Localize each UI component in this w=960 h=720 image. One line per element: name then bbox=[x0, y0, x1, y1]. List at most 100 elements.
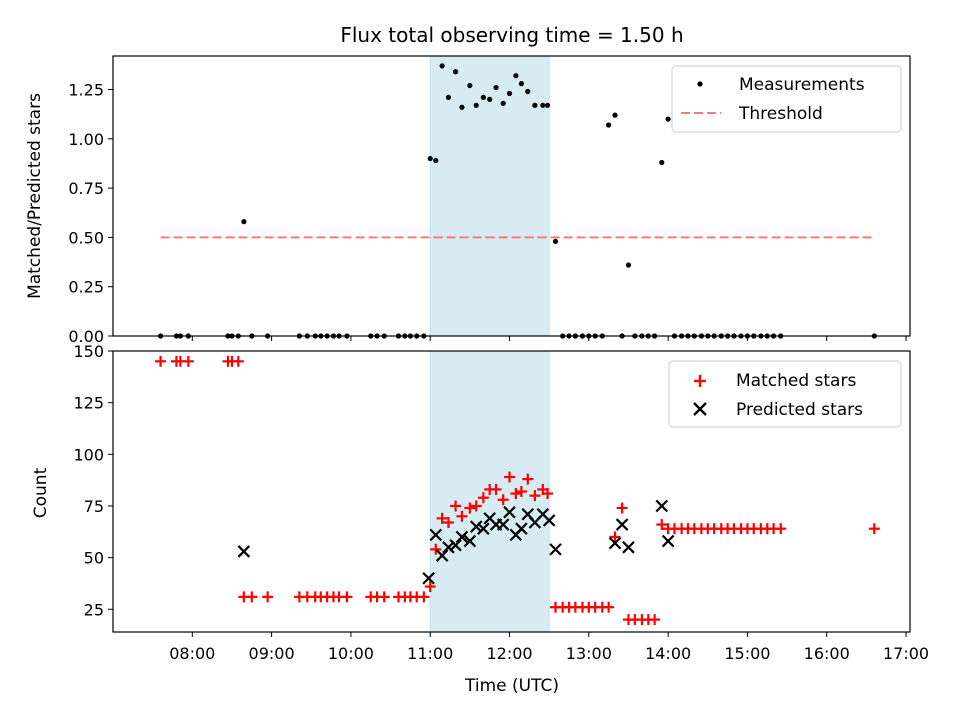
top-legend: Measurements Threshold bbox=[671, 65, 902, 133]
predicted-star-point bbox=[496, 518, 510, 531]
matched-star-point bbox=[542, 488, 554, 500]
bottom-x-ticks: 08:00 09:00 10:00 11:00 12:00 13:00 14:00 15:00… bbox=[169, 632, 929, 663]
matched-star-point bbox=[603, 601, 615, 613]
matched-stars-points bbox=[155, 355, 880, 626]
predicted-star-point bbox=[608, 536, 622, 550]
measurement-point bbox=[427, 155, 433, 162]
matched-star-point bbox=[424, 581, 436, 593]
bottom-y-tick-label: 50 bbox=[84, 549, 104, 568]
matched-star-point bbox=[497, 494, 509, 506]
x-tick-label: 11:00 bbox=[407, 644, 453, 663]
measurement-point bbox=[480, 94, 486, 101]
measurement-point bbox=[612, 112, 618, 118]
matched-star-point bbox=[436, 512, 448, 524]
measurement-point bbox=[659, 159, 665, 166]
matched-star-point bbox=[442, 516, 454, 528]
top-shaded-span bbox=[429, 55, 550, 337]
bottom-y-tick-label: 100 bbox=[73, 445, 104, 464]
matched-star-point bbox=[246, 591, 258, 603]
top-x-ticks bbox=[191, 336, 907, 341]
matched-star-point bbox=[430, 543, 442, 555]
measurement-point bbox=[439, 63, 445, 69]
top-y-ticks: 0.00 0.25 0.50 0.75 1.00 1.25 bbox=[68, 81, 113, 346]
measurement-point bbox=[606, 122, 612, 128]
x-tick-label: 15:00 bbox=[724, 644, 770, 663]
measurement-point bbox=[493, 84, 499, 91]
measurement-point bbox=[452, 69, 459, 75]
predicted-star-point bbox=[503, 505, 516, 519]
matched-star-point bbox=[656, 519, 668, 531]
measurement-point bbox=[506, 90, 513, 97]
measurement-point bbox=[518, 81, 525, 87]
bottom-y-ticks: 25 50 75 100 125 150 bbox=[73, 342, 113, 619]
x-tick-label: 10:00 bbox=[328, 644, 374, 663]
bottom-legend: Matched stars Predicted stars bbox=[668, 360, 902, 428]
matched-star-point bbox=[155, 355, 167, 367]
x-tick-label: 16:00 bbox=[804, 644, 850, 663]
matched-star-point bbox=[477, 492, 489, 504]
x-axis-label: Time (UTC) bbox=[464, 676, 559, 696]
measurement-point bbox=[459, 104, 465, 110]
measurement-point bbox=[241, 219, 247, 225]
matched-star-point bbox=[418, 591, 430, 603]
measurement-point bbox=[665, 116, 671, 122]
matched-star-point bbox=[529, 490, 541, 502]
bottom-y-tick-label: 75 bbox=[84, 497, 104, 516]
legend-threshold-label: Threshold bbox=[738, 104, 823, 124]
measurement-point bbox=[525, 88, 531, 95]
matched-star-point bbox=[775, 523, 787, 535]
measurement-point bbox=[625, 262, 632, 268]
predicted-star-point bbox=[615, 518, 629, 531]
measurement-point bbox=[473, 102, 479, 108]
bottom-panel: 25 50 75 100 125 150 08:00 09:00 10:00 11:00 12:0… bbox=[31, 342, 929, 696]
matched-star-point bbox=[341, 591, 353, 603]
matched-star-point bbox=[868, 523, 880, 535]
legend-predicted-marker bbox=[693, 402, 707, 416]
top-y-tick-label: 1.25 bbox=[68, 81, 104, 100]
top-y-tick-label: 0.75 bbox=[68, 179, 104, 198]
top-y-tick-label: 0.00 bbox=[68, 327, 104, 346]
x-tick-label: 08:00 bbox=[169, 644, 215, 663]
top-y-tick-label: 0.50 bbox=[68, 228, 104, 247]
bottom-y-axis-label: Count bbox=[31, 467, 51, 518]
matched-star-point bbox=[504, 471, 516, 483]
predicted-star-point bbox=[477, 522, 490, 535]
measurement-point bbox=[540, 102, 546, 108]
matched-star-point bbox=[450, 500, 462, 512]
predicted-star-point bbox=[661, 534, 675, 548]
predicted-star-point bbox=[549, 543, 562, 556]
matched-star-point bbox=[464, 502, 476, 514]
matched-star-point bbox=[616, 502, 628, 514]
x-tick-label: 09:00 bbox=[249, 644, 295, 663]
predicted-stars-points bbox=[237, 499, 675, 585]
bottom-legend-box bbox=[668, 360, 902, 428]
predicted-star-point bbox=[435, 549, 449, 562]
top-y-tick-label: 0.25 bbox=[68, 278, 104, 297]
legend-measurements-marker bbox=[697, 81, 703, 87]
legend-matched-marker bbox=[694, 375, 706, 387]
predicted-star-point bbox=[429, 528, 443, 542]
measurement-point bbox=[544, 102, 551, 108]
matched-star-point bbox=[470, 500, 482, 512]
bottom-y-tick-label: 125 bbox=[73, 394, 104, 413]
measurement-point bbox=[467, 82, 473, 89]
predicted-star-point bbox=[655, 499, 669, 513]
measurement-point bbox=[433, 157, 439, 164]
measurement-point bbox=[532, 102, 538, 108]
measurement-point bbox=[500, 100, 506, 106]
matched-star-point bbox=[609, 531, 621, 543]
x-tick-label: 14:00 bbox=[645, 644, 691, 663]
matched-star-point bbox=[510, 488, 522, 500]
matched-star-point bbox=[378, 591, 390, 603]
top-y-tick-label: 1.00 bbox=[68, 130, 104, 149]
matched-star-point bbox=[232, 355, 244, 367]
predicted-star-point bbox=[542, 514, 556, 527]
bottom-axes-frame bbox=[112, 350, 911, 633]
measurement-point bbox=[513, 73, 519, 79]
matched-star-point bbox=[262, 591, 274, 603]
x-tick-label: 13:00 bbox=[566, 644, 612, 663]
predicted-star-point bbox=[515, 522, 528, 535]
predicted-star-point bbox=[455, 530, 469, 544]
chart-title: Flux total observing time = 1.50 h bbox=[340, 23, 683, 47]
